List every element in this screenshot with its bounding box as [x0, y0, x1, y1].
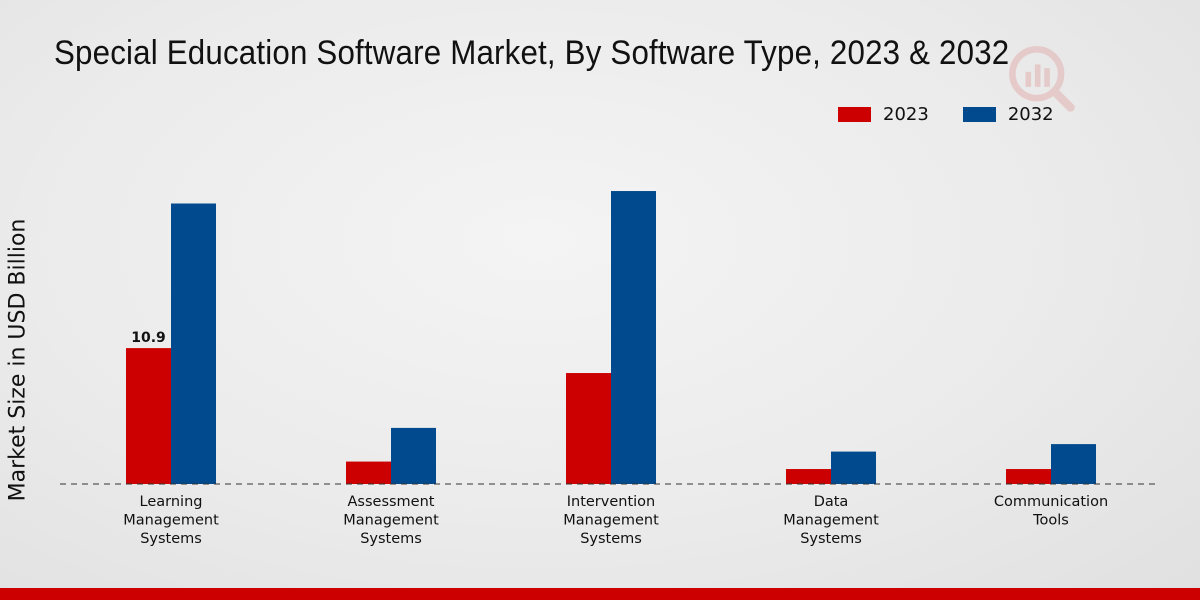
watermark-logo-icon — [1009, 46, 1075, 112]
legend-swatch-2023 — [838, 107, 871, 122]
x-tick-label-line: Management — [563, 513, 659, 529]
bar-2023-2 — [566, 373, 611, 484]
bar-2032-2 — [611, 191, 656, 485]
legend-label-2023: 2023 — [883, 104, 929, 125]
x-tick-label-line: Intervention — [567, 494, 656, 510]
x-tick-label-line: Assessment — [348, 494, 435, 510]
legend-item-2023: 2023 — [838, 104, 929, 125]
legend-swatch-2032 — [962, 107, 996, 122]
bar-2032-0 — [171, 203, 216, 484]
x-tick-label-line: Systems — [360, 531, 422, 547]
x-tick-label-4: Communication Tools — [994, 494, 1108, 529]
bar-2032-3 — [831, 451, 876, 484]
x-tick-label-line: Communication — [994, 494, 1108, 510]
bar-2032-4 — [1051, 444, 1096, 484]
data-label-0-0: 10.9 — [131, 330, 166, 346]
legend: 2023 2032 — [838, 104, 1088, 125]
x-tick-label-line: Data — [814, 494, 849, 510]
x-tick-label-3: Data Management Systems — [783, 494, 879, 547]
x-tick-label-1: Assessment Management Systems — [343, 494, 439, 547]
x-tick-label-line: Learning — [140, 494, 203, 510]
x-tick-label-line: Management — [123, 513, 219, 529]
x-tick-label-line: Systems — [800, 531, 862, 547]
bar-2023-1 — [346, 461, 391, 484]
x-tick-label-line: Management — [783, 513, 879, 529]
footer-accent-bar — [0, 588, 1200, 600]
x-tick-label-2: Intervention Management Systems — [563, 494, 659, 547]
x-tick-label-line: Management — [343, 513, 439, 529]
x-tick-label-line: Tools — [1032, 513, 1069, 529]
chart-title: Special Education Software Market, By So… — [54, 34, 1010, 72]
legend-item-2032: 2032 — [962, 104, 1054, 125]
bar-2023-3 — [786, 469, 831, 484]
x-tick-label-0: Learning Management Systems — [123, 494, 219, 547]
bar-2032-1 — [391, 427, 436, 484]
x-tick-label-line: Systems — [140, 531, 202, 547]
bar-2023-4 — [1006, 469, 1051, 484]
x-tick-label-line: Systems — [580, 531, 642, 547]
bar-2023-0 — [126, 348, 171, 484]
legend-label-2032: 2032 — [1007, 104, 1054, 125]
